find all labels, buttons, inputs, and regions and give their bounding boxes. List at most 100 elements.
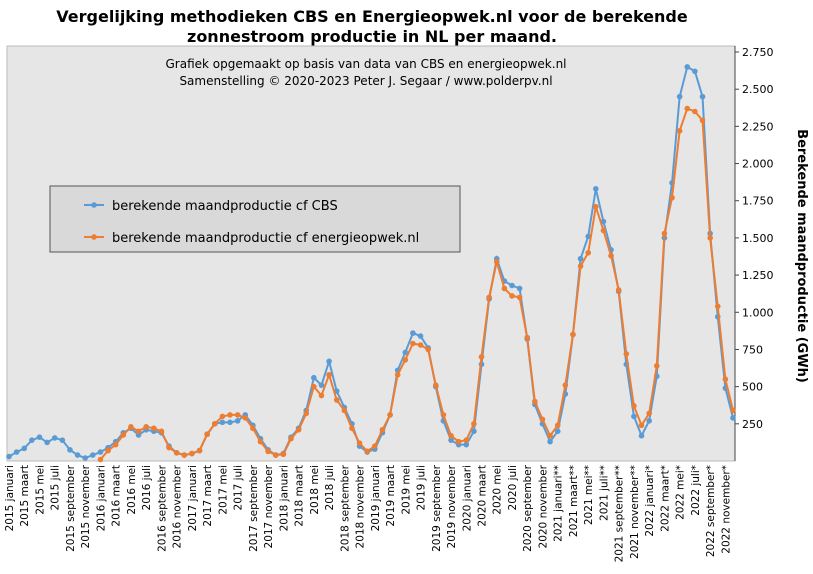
data-point bbox=[44, 439, 50, 446]
x-tick-label: 2016 januari bbox=[95, 465, 107, 531]
x-tick-label: 2017 januari bbox=[187, 465, 199, 531]
data-point bbox=[272, 452, 279, 458]
data-point bbox=[318, 392, 325, 399]
x-tick-label: 2020 mei bbox=[492, 465, 504, 515]
x-tick-label: 2020 januari bbox=[461, 465, 473, 531]
data-point bbox=[554, 422, 561, 429]
data-point bbox=[234, 412, 241, 418]
data-point bbox=[615, 287, 622, 293]
data-point bbox=[699, 93, 706, 100]
data-point bbox=[486, 294, 492, 301]
x-tick-label: 2019 maart bbox=[385, 465, 397, 527]
data-point bbox=[402, 357, 409, 363]
data-point bbox=[372, 443, 378, 449]
x-tick-label: 2015 januari bbox=[4, 465, 16, 531]
data-point bbox=[516, 294, 523, 301]
data-point bbox=[211, 421, 218, 427]
data-point bbox=[242, 415, 249, 421]
data-point bbox=[638, 422, 645, 429]
y-tick-label: 250 bbox=[742, 418, 763, 431]
data-point bbox=[676, 93, 683, 100]
x-tick-label: 2018 januari bbox=[278, 465, 290, 531]
x-tick-label: 2017 november bbox=[263, 464, 275, 548]
data-point bbox=[356, 440, 363, 446]
y-tick-label: 500 bbox=[742, 381, 763, 394]
data-point bbox=[173, 450, 180, 456]
data-point bbox=[364, 448, 370, 455]
data-point bbox=[554, 428, 561, 435]
data-point bbox=[387, 412, 393, 418]
data-point bbox=[631, 413, 637, 420]
data-point bbox=[196, 447, 203, 454]
data-point bbox=[128, 423, 134, 430]
x-tick-label: 2022 mei* bbox=[675, 465, 687, 520]
x-tick-label: 2017 juli bbox=[233, 465, 245, 510]
x-tick-label: 2021 september** bbox=[614, 465, 626, 562]
data-point bbox=[593, 203, 599, 210]
data-point bbox=[661, 230, 668, 237]
x-tick-label: 2022 maart* bbox=[659, 465, 671, 532]
data-point bbox=[97, 456, 104, 463]
legend-marker bbox=[91, 234, 97, 240]
data-point bbox=[288, 435, 294, 442]
data-point bbox=[577, 255, 584, 262]
data-point bbox=[646, 418, 652, 424]
data-point bbox=[349, 425, 355, 432]
data-point bbox=[90, 452, 96, 458]
x-tick-label: 2022 november* bbox=[720, 465, 732, 554]
legend bbox=[49, 185, 461, 253]
data-point bbox=[463, 437, 470, 443]
data-point bbox=[463, 441, 470, 448]
data-point bbox=[318, 382, 325, 388]
data-point bbox=[219, 413, 226, 420]
data-point bbox=[509, 282, 515, 289]
y-tick-label: 1.250 bbox=[742, 269, 774, 282]
x-tick-label: 2015 maart bbox=[19, 465, 31, 527]
chart-subtitle: Grafiek opgemaakt op basis van data van … bbox=[165, 57, 566, 71]
data-point bbox=[676, 128, 683, 134]
x-tick-label: 2015 juli bbox=[50, 465, 62, 510]
y-axis-label: Berekende maandproductie (GWh) bbox=[794, 129, 809, 383]
data-point bbox=[379, 426, 386, 433]
data-point bbox=[151, 425, 157, 432]
plot-area bbox=[6, 45, 736, 462]
data-point bbox=[295, 426, 302, 433]
y-tick-label: 2.250 bbox=[742, 120, 774, 133]
x-tick-label: 2019 juli bbox=[416, 465, 428, 510]
data-point bbox=[410, 340, 416, 347]
data-point bbox=[333, 397, 340, 403]
data-point bbox=[585, 233, 591, 240]
data-point bbox=[425, 346, 431, 353]
data-point bbox=[59, 437, 66, 443]
data-point bbox=[516, 285, 523, 292]
x-tick-label: 2016 september bbox=[156, 464, 168, 552]
data-point bbox=[577, 263, 584, 269]
data-point bbox=[478, 354, 485, 360]
data-point bbox=[493, 258, 500, 265]
data-point bbox=[257, 438, 264, 445]
data-point bbox=[120, 432, 127, 438]
data-point bbox=[36, 434, 43, 441]
data-point bbox=[524, 334, 531, 341]
data-point bbox=[303, 410, 310, 417]
data-point bbox=[669, 194, 675, 201]
data-point bbox=[600, 227, 607, 234]
x-tick-label: 2021 november** bbox=[629, 465, 641, 559]
x-tick-label: 2015 september bbox=[65, 464, 77, 552]
x-tick-label: 2019 september bbox=[431, 464, 443, 552]
data-point bbox=[623, 351, 630, 357]
legend-label: berekende maandproductie cf CBS bbox=[112, 199, 338, 214]
data-point bbox=[440, 412, 447, 418]
data-point bbox=[21, 445, 28, 452]
data-point bbox=[570, 331, 576, 338]
x-tick-label: 2018 september bbox=[339, 464, 351, 552]
data-point bbox=[402, 349, 409, 356]
x-tick-label: 2017 september bbox=[248, 464, 260, 552]
x-tick-label: 2022 januari* bbox=[644, 465, 656, 537]
x-tick-label: 2016 mei bbox=[126, 465, 138, 515]
data-point bbox=[394, 371, 401, 378]
x-tick-label: 2020 maart bbox=[477, 465, 489, 527]
x-tick-label: 2018 november bbox=[355, 464, 367, 548]
x-tick-label: 2016 juli bbox=[141, 465, 153, 510]
